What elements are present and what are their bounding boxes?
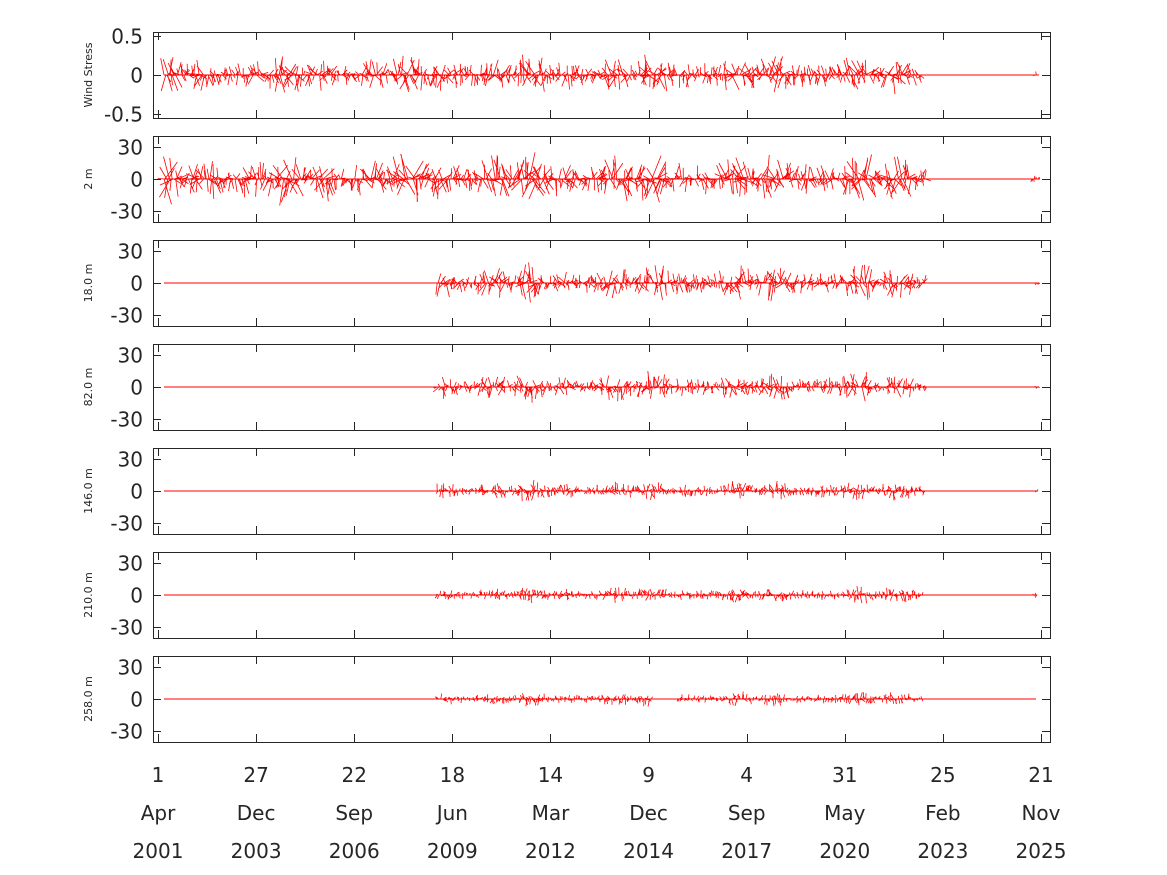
x-tick-day: 14 [538, 763, 563, 787]
x-tick-month: Dec [237, 801, 276, 825]
x-tick-label-group: 4 Sep 2017 [721, 763, 772, 863]
x-tick-year: 2025 [1016, 839, 1067, 863]
y-tick-label: 30 [118, 240, 143, 264]
x-tick-label-group: 27 Dec 2003 [231, 763, 282, 863]
x-tick-year: 2003 [231, 839, 282, 863]
stick-vectors [435, 480, 926, 502]
panel-2: -30 0 30 2 m [82, 136, 1051, 224]
x-tick-label-group: 21 Nov 2025 [1016, 763, 1067, 863]
x-tick-year: 2009 [427, 839, 478, 863]
y-tick-label: -30 [110, 304, 143, 328]
stick-vectors [1034, 282, 1041, 286]
x-tick-day: 1 [152, 763, 165, 787]
x-tick-day: 4 [740, 763, 753, 787]
x-tick-label-group: 9 Dec 2014 [623, 763, 674, 863]
panel-3: -30 0 30 18.0 m [82, 240, 1051, 328]
stick-vectors [432, 371, 927, 403]
x-tick-label-group: 31 May 2020 [819, 763, 870, 863]
x-tick-label-group: 18 Jun 2009 [427, 763, 478, 863]
x-tick-day: 22 [341, 763, 366, 787]
panel-ylabel: 2 m [82, 168, 95, 189]
stick-vectors [1035, 489, 1039, 493]
panel-data [157, 152, 1040, 206]
panel-4: -30 0 30 82.0 m [82, 344, 1051, 432]
x-tick-month: Jun [435, 801, 468, 825]
x-tick-day: 21 [1028, 763, 1053, 787]
stick-vectors [1030, 175, 1040, 183]
x-tick-month: Sep [728, 801, 766, 825]
y-tick-label: 30 [118, 552, 143, 576]
stick-vectors [1033, 71, 1037, 77]
stick-vectors [157, 152, 932, 206]
panel-ylabel: 82.0 m [82, 368, 95, 407]
stick-vectors [434, 586, 924, 604]
x-tick-year: 2020 [819, 839, 870, 863]
x-tick-day: 18 [440, 763, 465, 787]
panel-data [163, 262, 1041, 303]
panel-1: -0.5 0 0.5 Wind Stress [82, 25, 1051, 127]
panel-ylabel: 18.0 m [82, 264, 95, 303]
x-tick-month: Sep [335, 801, 373, 825]
x-tick-label-group: 14 Mar 2012 [525, 763, 576, 863]
stick-vectors [1032, 592, 1038, 598]
y-tick-label: -30 [110, 616, 143, 640]
x-tick-month: Mar [532, 801, 571, 825]
x-tick-day: 25 [930, 763, 955, 787]
x-tick-year: 2023 [917, 839, 968, 863]
panel-data [160, 54, 1040, 95]
panel-ylabel: 146.0 m [82, 468, 95, 514]
y-tick-label: 0 [130, 168, 143, 192]
y-tick-label: -30 [110, 720, 143, 744]
y-tick-label: 0 [130, 376, 143, 400]
panel-7: -30 0 30 258.0 m [82, 656, 1051, 744]
y-tick-label: -30 [110, 200, 143, 224]
y-tick-label: 0 [130, 64, 143, 88]
y-tick-label: 30 [118, 448, 143, 472]
x-tick-month: Nov [1021, 801, 1060, 825]
panel-data [163, 371, 1040, 403]
panel-data [163, 480, 1039, 502]
x-tick-month: May [824, 801, 866, 825]
x-tick-year: 2012 [525, 839, 576, 863]
y-tick-label: -30 [110, 408, 143, 432]
y-tick-label: 0 [130, 688, 143, 712]
x-tick-year: 2006 [329, 839, 380, 863]
shared-x-axis: 1 Apr 2001 27 Dec 2003 22 Sep 2006 18 Jun 2009 14 Mar… [133, 763, 1067, 863]
panel-6: -30 0 30 210.0 m [82, 552, 1051, 640]
panel-data [163, 586, 1038, 604]
x-tick-label-group: 25 Feb 2023 [917, 763, 968, 863]
stick-vectors [435, 262, 928, 303]
stick-vectors [676, 691, 923, 707]
y-tick-label: 30 [118, 136, 143, 160]
x-tick-year: 2014 [623, 839, 674, 863]
panels-group: -0.5 0 0.5 Wind Stress -30 0 30 2 m -30 0 30 18.0 m… [82, 25, 1051, 744]
panel-data [163, 691, 1036, 707]
panel-ylabel: 258.0 m [82, 676, 95, 722]
x-tick-day: 9 [642, 763, 655, 787]
y-tick-label: 30 [118, 344, 143, 368]
x-tick-year: 2001 [133, 839, 184, 863]
x-tick-month: Apr [141, 801, 176, 825]
stick-vectors [1034, 385, 1040, 389]
x-tick-day: 31 [832, 763, 857, 787]
panel-5: -30 0 30 146.0 m [82, 448, 1051, 536]
y-tick-label: 0 [130, 584, 143, 608]
y-tick-label: -30 [110, 512, 143, 536]
y-tick-label: 30 [118, 656, 143, 680]
y-tick-label: 0 [130, 272, 143, 296]
y-tick-label: 0 [130, 480, 143, 504]
y-tick-label: -0.5 [104, 103, 143, 127]
x-tick-month: Dec [629, 801, 668, 825]
stick-vectors [160, 54, 925, 95]
x-tick-year: 2017 [721, 839, 772, 863]
panel-ylabel: Wind Stress [82, 42, 95, 107]
panel-ylabel: 210.0 m [82, 572, 95, 618]
x-tick-label-group: 22 Sep 2006 [329, 763, 380, 863]
y-tick-label: 0.5 [111, 25, 143, 49]
stick-vectors [434, 693, 653, 707]
x-tick-day: 27 [243, 763, 268, 787]
x-tick-month: Feb [925, 801, 960, 825]
x-tick-label-group: 1 Apr 2001 [133, 763, 184, 863]
